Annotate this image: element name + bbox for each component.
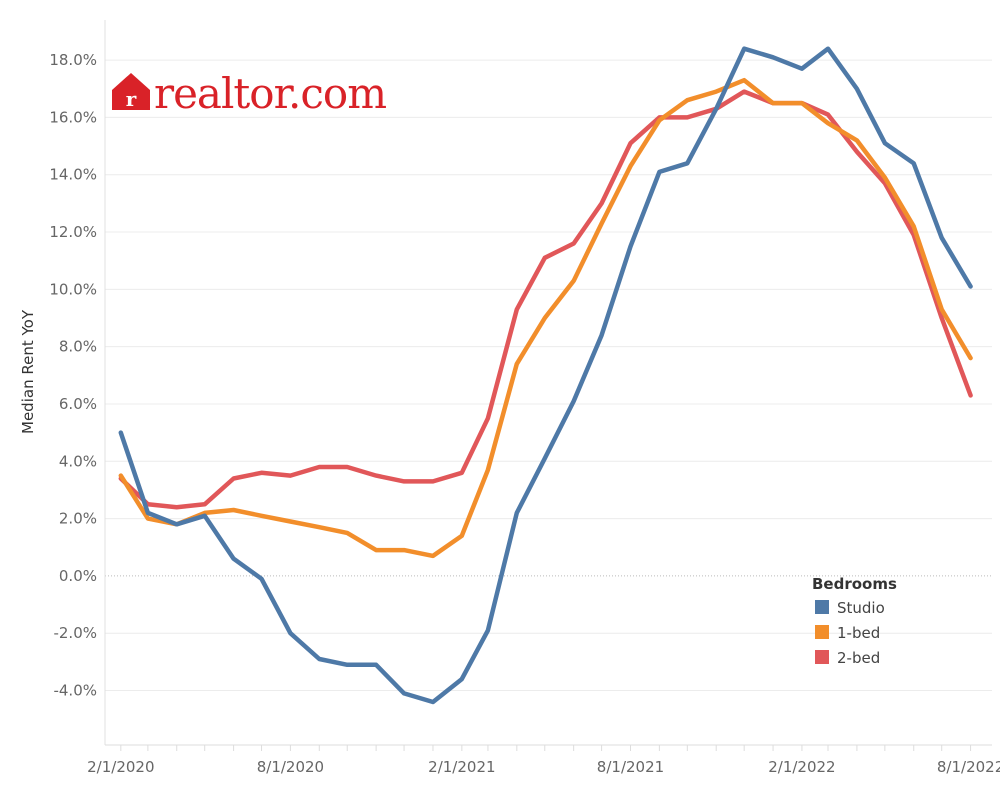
legend-swatch-studio: [815, 600, 829, 614]
series-line-studio: [118, 46, 973, 705]
brand-name: realtor.com: [154, 69, 386, 118]
realtor-logo: r realtor.com: [112, 69, 387, 118]
y-axis-label: Median Rent YoY: [19, 309, 37, 434]
y-tick-labels: -4.0% -2.0% 0.0% 2.0% 4.0% 6.0% 8.0% 10.0% 12.0%…: [49, 51, 97, 699]
house-icon: r: [112, 73, 150, 111]
y-tick-label: 14.0%: [49, 166, 97, 184]
axes: [104, 20, 992, 751]
y-tick-label: -2.0%: [53, 624, 97, 642]
y-tick-label: 0.0%: [59, 567, 97, 585]
svg-text:r: r: [126, 87, 137, 111]
legend-label-2-bed: 2-bed: [837, 649, 880, 667]
series-lines: [118, 46, 973, 705]
y-tick-label: 2.0%: [59, 510, 97, 528]
y-tick-label: 10.0%: [49, 280, 97, 298]
y-tick-label: 8.0%: [59, 338, 97, 356]
y-tick-label: 4.0%: [59, 452, 97, 470]
y-tick-label: 12.0%: [49, 223, 97, 241]
legend-swatch-1-bed: [815, 625, 829, 639]
x-tick-label: 2/1/2022: [768, 758, 835, 776]
legend-label-studio: Studio: [837, 599, 885, 617]
x-tick-label: 8/1/2020: [257, 758, 324, 776]
x-tick-label: 2/1/2020: [87, 758, 154, 776]
legend-swatch-2-bed: [815, 650, 829, 664]
gridlines: [105, 59, 992, 692]
y-tick-label: 18.0%: [49, 51, 97, 69]
series-line-2-bed: [118, 89, 973, 510]
legend-title: Bedrooms: [812, 575, 897, 593]
y-tick-label: 16.0%: [49, 108, 97, 126]
x-tick-labels: 2/1/2020 8/1/2020 2/1/2021 8/1/2021 2/1/2022…: [87, 758, 1000, 776]
x-tick-label: 8/1/2022: [937, 758, 1000, 776]
x-tick-label: 2/1/2021: [428, 758, 495, 776]
x-tick-label: 8/1/2021: [597, 758, 664, 776]
legend-label-1-bed: 1-bed: [837, 624, 880, 642]
y-tick-label: -4.0%: [53, 682, 97, 700]
series-line-1-bed: [118, 77, 973, 559]
y-tick-label: 6.0%: [59, 395, 97, 413]
legend: Bedrooms Studio 1-bed 2-bed: [812, 575, 897, 667]
